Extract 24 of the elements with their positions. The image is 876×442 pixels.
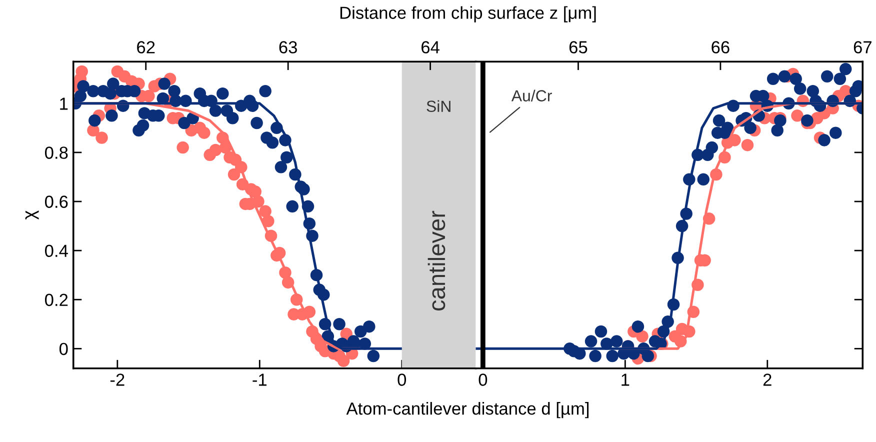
x-tick-label: 1 [622, 374, 630, 386]
ref-line-label: Au/Cr [511, 90, 552, 102]
x-axis-title: Atom-cantilever distance d [µm] [346, 402, 589, 418]
y-tick-label: 0.4 [45, 244, 68, 258]
x-tick-label: 0 [478, 374, 488, 386]
y-axis-title: χ [25, 210, 39, 220]
x-tick-label: 2 [763, 374, 772, 386]
x2-axis-title: Distance from chip surface z [μm] [340, 6, 596, 22]
y-tick-label: 1 [60, 98, 68, 110]
x2-tick-label: 65 [569, 41, 588, 54]
x2-tick-label: 62 [137, 41, 155, 54]
y-tick-label: 0.6 [45, 196, 68, 208]
x-tick-label: -2 [110, 374, 124, 386]
x-tick-label: -1 [252, 374, 267, 386]
y-tick-label: 0.2 [45, 294, 68, 306]
y-tick-label: 0.8 [45, 146, 68, 159]
band-label: cantilever [428, 210, 446, 310]
x2-tick-label: 63 [279, 41, 297, 54]
x2-tick-label: 67 [854, 41, 872, 54]
y-tick-label: 0 [59, 342, 68, 356]
x2-tick-label: 64 [422, 41, 440, 54]
x2-tick-label: 66 [712, 41, 730, 54]
annotation: SiN [426, 100, 450, 112]
x-tick-label: 0 [398, 374, 406, 386]
